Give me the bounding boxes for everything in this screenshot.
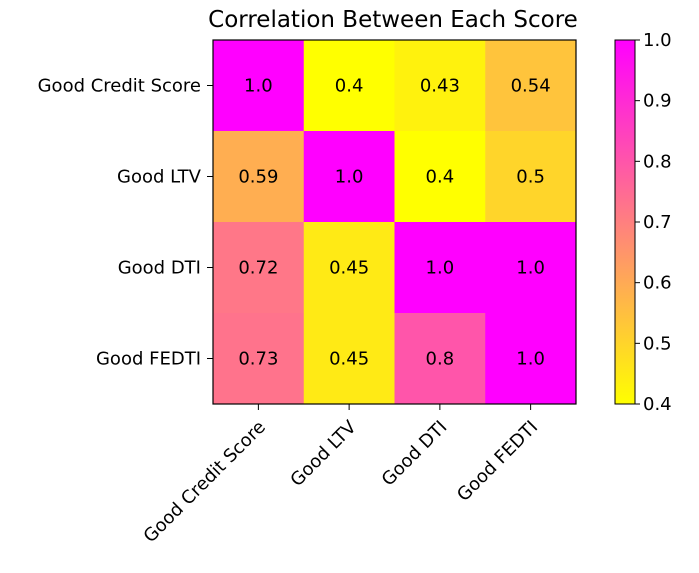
cell-value-label: 0.54 (511, 76, 551, 97)
x-tick-label: Good Credit Score (140, 417, 270, 547)
x-tick-label: Good LTV (286, 416, 361, 491)
cell-value-label: 1.0 (516, 349, 545, 370)
cell-value-label: 0.4 (335, 76, 364, 97)
heatmap-cell (213, 313, 305, 405)
y-tick-label: Good DTI (118, 258, 201, 279)
x-axis-ticks: Good Credit Score Good LTV Good DTI Good FE… (140, 404, 542, 547)
chart-title: Correlation Between Each Score (208, 7, 578, 33)
colorbar-tick-label: 0.6 (643, 273, 672, 294)
heatmap-cell (485, 313, 577, 405)
heatmap-cell (213, 40, 305, 132)
x-tick-label: Good DTI (378, 417, 452, 491)
colorbar-tick-label: 0.7 (643, 212, 672, 233)
cell-value-label: 0.4 (426, 167, 455, 188)
heatmap-frame (212, 39, 577, 405)
cell-value-label: 0.45 (329, 349, 369, 370)
cell-value-label: 1.0 (426, 258, 455, 279)
heatmap-cell (303, 313, 395, 405)
cell-value-label: 0.73 (238, 349, 278, 370)
cell-value-label: 0.43 (420, 76, 460, 97)
heatmap-cell (213, 222, 305, 314)
heatmap-cells (213, 40, 577, 405)
heatmap-cell (303, 40, 395, 132)
heatmap-cell (394, 222, 486, 314)
colorbar-tick-label: 0.8 (643, 151, 672, 172)
y-tick-label: Good LTV (117, 167, 202, 188)
heatmap-cell (485, 222, 577, 314)
heatmap-cell (394, 313, 486, 405)
heatmap-cell (303, 131, 395, 223)
y-axis-ticks: Good Credit Score Good LTV Good DTI Good FE… (38, 76, 213, 370)
cell-value-label: 0.59 (238, 167, 278, 188)
colorbar-tick-label: 1.0 (643, 30, 672, 51)
cell-value-label: 0.45 (329, 258, 369, 279)
colorbar-tick-label: 0.9 (643, 91, 672, 112)
y-tick-label: Good Credit Score (38, 76, 201, 97)
cell-value-label: 0.5 (516, 167, 545, 188)
cell-value-label: 0.8 (426, 349, 455, 370)
y-tick-label: Good FEDTI (96, 349, 201, 370)
heatmap-cell-labels: 1.0 0.4 0.43 0.54 0.59 1.0 0.4 0.5 0.72 0.45 1.0 1.… (238, 76, 550, 370)
heatmap-cell (213, 131, 305, 223)
colorbar-ticks: 0.4 0.5 0.6 0.7 0.8 0.9 1.0 (635, 30, 672, 415)
heatmap-cell (394, 40, 486, 132)
cell-value-label: 0.72 (238, 258, 278, 279)
cell-value-label: 1.0 (516, 258, 545, 279)
heatmap-cell (394, 131, 486, 223)
heatmap-cell (485, 131, 577, 223)
heatmap-cell (303, 222, 395, 314)
cell-value-label: 1.0 (244, 76, 273, 97)
cell-value-label: 1.0 (335, 167, 364, 188)
colorbar (614, 39, 636, 405)
colorbar-tick-label: 0.4 (643, 394, 672, 415)
x-tick-label: Good FEDTI (453, 417, 542, 506)
colorbar-tick-label: 0.5 (643, 333, 672, 354)
heatmap-cell (485, 40, 577, 132)
